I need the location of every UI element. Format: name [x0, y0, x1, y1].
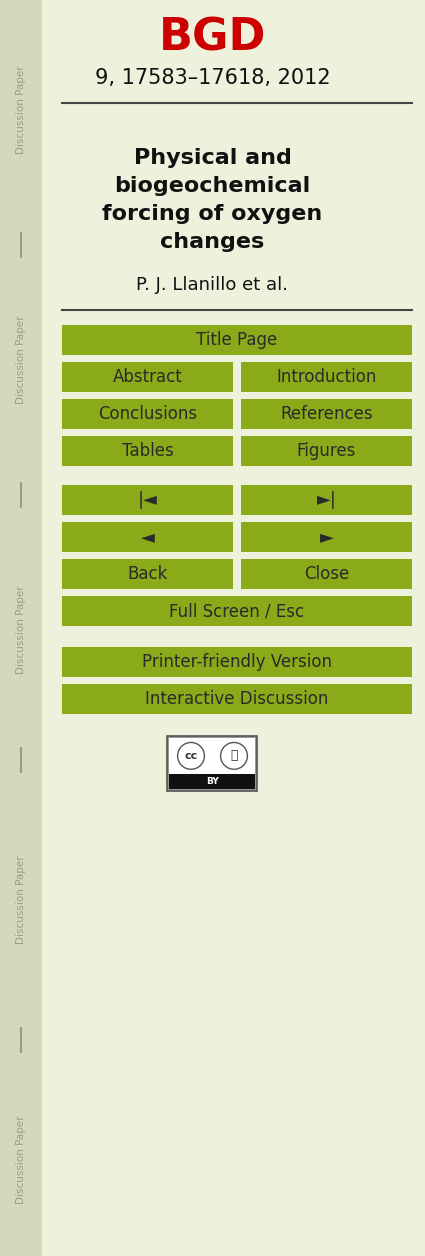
FancyBboxPatch shape — [241, 436, 412, 466]
FancyBboxPatch shape — [167, 736, 258, 791]
Text: Full Screen / Esc: Full Screen / Esc — [170, 602, 305, 620]
FancyBboxPatch shape — [62, 597, 412, 625]
Text: Title Page: Title Page — [196, 332, 278, 349]
Text: ⓑ: ⓑ — [230, 750, 238, 762]
Text: Figures: Figures — [297, 442, 356, 460]
Text: Interactive Discussion: Interactive Discussion — [145, 690, 329, 708]
FancyBboxPatch shape — [62, 436, 233, 466]
Text: Abstract: Abstract — [113, 368, 182, 386]
Text: ►|: ►| — [317, 491, 337, 509]
FancyBboxPatch shape — [62, 399, 233, 430]
Text: BGD: BGD — [159, 16, 266, 59]
Text: Discussion Paper: Discussion Paper — [16, 855, 26, 945]
Text: 9, 17583–17618, 2012: 9, 17583–17618, 2012 — [95, 68, 330, 88]
Text: References: References — [280, 404, 373, 423]
Text: ◄: ◄ — [141, 528, 154, 546]
FancyBboxPatch shape — [62, 522, 233, 551]
FancyBboxPatch shape — [62, 485, 233, 515]
FancyBboxPatch shape — [241, 559, 412, 589]
Text: cc: cc — [184, 751, 198, 761]
Text: Back: Back — [128, 565, 168, 583]
FancyBboxPatch shape — [241, 399, 412, 430]
Text: BY: BY — [206, 777, 219, 786]
Text: |◄: |◄ — [138, 491, 157, 509]
FancyBboxPatch shape — [170, 739, 255, 774]
Circle shape — [178, 742, 204, 769]
FancyBboxPatch shape — [241, 485, 412, 515]
Text: Introduction: Introduction — [276, 368, 377, 386]
Circle shape — [221, 742, 247, 769]
Text: Discussion Paper: Discussion Paper — [16, 585, 26, 674]
FancyBboxPatch shape — [62, 325, 412, 355]
FancyBboxPatch shape — [241, 522, 412, 551]
FancyBboxPatch shape — [170, 774, 255, 789]
Text: Conclusions: Conclusions — [98, 404, 197, 423]
FancyBboxPatch shape — [62, 647, 412, 677]
Text: Close: Close — [304, 565, 349, 583]
Text: Discussion Paper: Discussion Paper — [16, 1115, 26, 1205]
FancyBboxPatch shape — [62, 685, 412, 713]
Text: Printer-friendly Version: Printer-friendly Version — [142, 653, 332, 671]
FancyBboxPatch shape — [62, 559, 233, 589]
FancyBboxPatch shape — [62, 362, 233, 392]
Text: Physical and
biogeochemical
forcing of oxygen
changes: Physical and biogeochemical forcing of o… — [102, 148, 323, 252]
Bar — [0, 0, 42, 1256]
Text: Discussion Paper: Discussion Paper — [16, 65, 26, 154]
Text: Tables: Tables — [122, 442, 173, 460]
Text: P. J. Llanillo et al.: P. J. Llanillo et al. — [136, 276, 289, 294]
FancyBboxPatch shape — [241, 362, 412, 392]
Text: ►: ► — [320, 528, 334, 546]
Text: Discussion Paper: Discussion Paper — [16, 315, 26, 404]
